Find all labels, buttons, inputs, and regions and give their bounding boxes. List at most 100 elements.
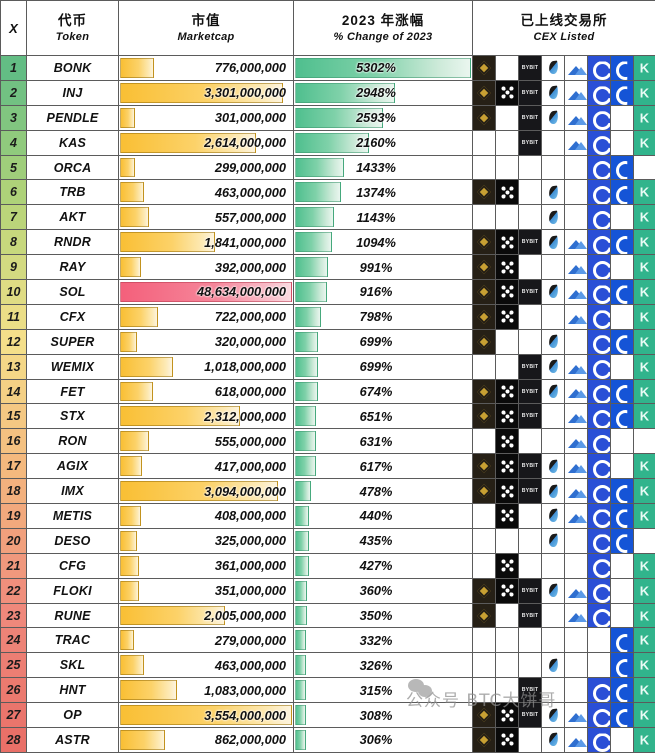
change-cell: 326% [294, 653, 473, 678]
coinbase-c-icon [611, 628, 633, 652]
marketcap-value: 279,000,000 [119, 633, 293, 648]
empty-cell [611, 554, 633, 578]
huobi-flame-icon [542, 330, 564, 354]
rank-cell: 13 [1, 354, 27, 379]
cex-cell-bybit [519, 628, 542, 653]
empty-cell [588, 628, 610, 652]
kucoin-k-icon [634, 131, 655, 155]
marketcap-cell: 1,083,000,000 [119, 678, 294, 703]
cex-cell-okx [496, 404, 519, 429]
change-value: 991% [294, 260, 472, 275]
empty-cell [542, 554, 564, 578]
cex-cell-gate [565, 678, 588, 703]
coinbase-c-icon [611, 678, 633, 702]
cex-cell-kucoin [634, 80, 655, 105]
cryptocom-circle-icon [588, 106, 610, 130]
gate-mountain-icon [565, 131, 587, 155]
huobi-flame-icon [542, 380, 564, 404]
cex-cell-cro [588, 354, 611, 379]
binance-diamond-icon [473, 255, 495, 279]
marketcap-value: 2,312,000,000 [119, 409, 293, 424]
cex-cell-coinbase [611, 578, 634, 603]
spreadsheet-table: X 代币 Token 市值 Marketcap 2023 年涨幅 % Chang… [0, 0, 655, 726]
cex-cell-kucoin [634, 105, 655, 130]
kucoin-k-icon [634, 355, 655, 379]
empty-cell [519, 653, 541, 677]
cryptocom-circle-icon [588, 604, 610, 628]
empty-cell [565, 653, 587, 677]
empty-cell [611, 355, 633, 379]
cex-cell-okx [496, 678, 519, 703]
coinbase-c-icon [611, 230, 633, 254]
empty-cell [588, 653, 610, 677]
gate-mountain-icon [565, 230, 587, 254]
cex-cell-kucoin [634, 728, 655, 753]
cryptocom-circle-icon [588, 703, 610, 727]
cryptocom-circle-icon [588, 678, 610, 702]
cex-cell-huobi [542, 329, 565, 354]
cex-cell-cro [588, 329, 611, 354]
change-cell: 798% [294, 304, 473, 329]
cex-cell-cro [588, 130, 611, 155]
marketcap-value: 1,018,000,000 [119, 359, 293, 374]
cex-cell-bybit [519, 479, 542, 504]
change-value: 699% [294, 334, 472, 349]
cex-cell-bybit [519, 678, 542, 703]
cex-cell-kucoin [634, 205, 655, 230]
rank-cell: 3 [1, 105, 27, 130]
kucoin-k-icon [634, 205, 655, 229]
marketcap-cell: 325,000,000 [119, 528, 294, 553]
cex-cell-cro [588, 578, 611, 603]
cex-cell-huobi [542, 454, 565, 479]
change-value: 427% [294, 558, 472, 573]
bybit-wordmark-icon [519, 703, 541, 727]
token-cell: KAS [27, 130, 119, 155]
marketcap-cell: 722,000,000 [119, 304, 294, 329]
cex-cell-huobi [542, 105, 565, 130]
empty-cell [611, 454, 633, 478]
cex-cell-okx [496, 56, 519, 81]
rank-cell: 12 [1, 329, 27, 354]
cex-cell-binance [473, 155, 496, 180]
gate-mountain-icon [565, 255, 587, 279]
empty-cell [542, 255, 564, 279]
change-cell: 2593% [294, 105, 473, 130]
rank-cell: 24 [1, 628, 27, 653]
marketcap-value: 2,005,000,000 [119, 608, 293, 623]
marketcap-cell: 776,000,000 [119, 56, 294, 81]
cex-cell-gate [565, 255, 588, 280]
cex-cell-binance [473, 603, 496, 628]
token-cell: SOL [27, 280, 119, 305]
cex-cell-cro [588, 379, 611, 404]
cryptocom-circle-icon [588, 554, 610, 578]
empty-cell [565, 156, 587, 180]
token-cell: SKL [27, 653, 119, 678]
change-value: 699% [294, 359, 472, 374]
binance-diamond-icon [473, 230, 495, 254]
cex-cell-gate [565, 379, 588, 404]
kucoin-k-icon [634, 554, 655, 578]
change-cell: 435% [294, 528, 473, 553]
marketcap-cell: 2,312,000,000 [119, 404, 294, 429]
change-value: 306% [294, 732, 472, 747]
cex-cell-cro [588, 105, 611, 130]
binance-diamond-icon [473, 404, 495, 428]
cryptocom-circle-icon [588, 429, 610, 453]
cex-cell-kucoin [634, 653, 655, 678]
cex-cell-huobi [542, 603, 565, 628]
header-cex-en: CEX Listed [473, 29, 655, 45]
empty-cell [611, 305, 633, 329]
change-cell: 617% [294, 454, 473, 479]
marketcap-value: 618,000,000 [119, 384, 293, 399]
huobi-flame-icon [542, 81, 564, 105]
gate-mountain-icon [565, 479, 587, 503]
cex-cell-okx [496, 653, 519, 678]
kucoin-k-icon [634, 604, 655, 628]
marketcap-value: 48,634,000,000 [119, 284, 293, 299]
cex-cell-binance [473, 280, 496, 305]
header-token: 代币 Token [27, 1, 119, 56]
cex-cell-gate [565, 155, 588, 180]
kucoin-k-icon [634, 106, 655, 130]
table-header: X 代币 Token 市值 Marketcap 2023 年涨幅 % Chang… [1, 1, 655, 56]
